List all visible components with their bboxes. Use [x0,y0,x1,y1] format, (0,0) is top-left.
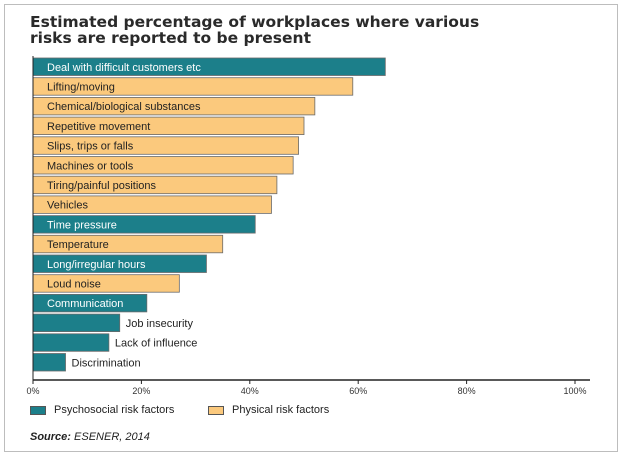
bar-label-3: Repetitive movement [47,121,150,133]
bar-label-11: Loud noise [47,278,101,290]
bar-14 [32,333,110,352]
legend-swatch-psychosocial [30,405,46,415]
legend-item-physical: Physical risk factors [208,404,329,416]
x-tick-label-3: 60% [349,386,367,396]
source-text: ESENER, 2014 [74,431,150,443]
bar-label-10: Long/irregular hours [47,259,146,271]
bar-label-7: Vehicles [47,200,88,212]
bar-15 [32,353,66,372]
x-tick-label-0: 0% [26,386,39,396]
chart-title: Estimated percentage of workplaces where… [30,13,480,47]
legend-item-psychosocial: Psychosocial risk factors [30,404,174,416]
x-tick-label-4: 80% [458,386,476,396]
source-label: Source: [30,431,71,443]
bar-label-14: Lack of influence [115,338,198,350]
bar-label-12: Communication [47,298,123,310]
source-note: Source: ESENER, 2014 [30,431,150,443]
legend-swatch-physical [208,405,224,415]
bar-label-9: Temperature [47,239,109,251]
bar-label-6: Tiring/painful positions [47,180,157,192]
legend-label-physical: Physical risk factors [232,404,330,416]
chart-frame [4,4,618,452]
bar-label-2: Chemical/biological substances [47,101,201,113]
bar-label-4: Slips, trips or falls [47,141,134,153]
bar-13 [32,313,121,333]
x-tick-label-2: 40% [241,386,259,396]
x-tick-label-5: 100% [563,386,586,396]
bar-label-1: Lifting/moving [47,81,115,93]
legend-label-psychosocial: Psychosocial risk factors [54,404,175,416]
bar-label-13: Job insecurity [126,318,194,330]
bar-label-15: Discrimination [72,357,141,369]
bar-label-5: Machines or tools [47,160,134,172]
bar-label-8: Time pressure [47,219,117,231]
x-tick-label-1: 20% [132,386,150,396]
bar-label-0: Deal with difficult customers etc [47,62,201,74]
